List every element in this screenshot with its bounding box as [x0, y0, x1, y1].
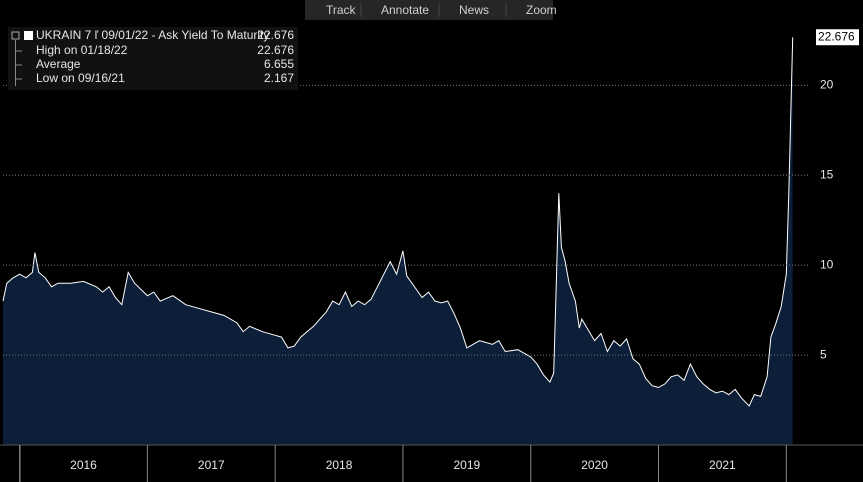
x-tick-label: 2019 — [453, 458, 480, 472]
legend-box — [8, 27, 298, 90]
x-tick-label: 2020 — [581, 458, 608, 472]
toolbar-bg — [305, 0, 553, 20]
x-tick-label: 2017 — [198, 458, 225, 472]
toolbar-button[interactable]: News — [459, 3, 489, 17]
stat-label: High on 01/18/22 — [36, 43, 128, 57]
legend-value: 22.676 — [257, 28, 294, 42]
toolbar-button[interactable]: Annotate — [381, 3, 429, 17]
area — [3, 37, 793, 445]
last-value-box — [816, 29, 859, 46]
stat-value: 22.676 — [257, 43, 294, 57]
y-tick-label: 10 — [820, 257, 834, 271]
legend-name: UKRAIN 7 ľ 09/01/22 - Ask Yield To Matur… — [36, 28, 269, 42]
last-value-label: 22.676 — [818, 29, 855, 43]
legend-toggle — [11, 31, 20, 40]
plot — [2, 37, 794, 445]
y-tick-label: 15 — [820, 167, 834, 181]
axes: 5 10 15 20 2016 2017 2018 2019 2020 2021 22.676 — [0, 29, 863, 482]
y-tick-label: 20 — [820, 78, 834, 92]
x-tick-label: 2018 — [326, 458, 353, 472]
stat-label: Average — [36, 57, 81, 71]
line — [2, 37, 794, 407]
x-axis-bar — [0, 445, 863, 482]
toolbar-button[interactable]: Track — [326, 3, 357, 17]
legend-swatch — [24, 31, 33, 40]
toolbar: Track Annotate News Zoom — [305, 0, 557, 20]
x-tick-label: 2016 — [70, 458, 97, 472]
x-tick-label: 2021 — [709, 458, 736, 472]
stat-label: Low on 09/16/21 — [36, 71, 125, 85]
stat-value: 6.655 — [264, 57, 294, 71]
legend: UKRAIN 7 ľ 09/01/22 - Ask Yield To Matur… — [8, 27, 298, 90]
y-tick-label: 5 — [820, 347, 827, 361]
toolbar-button[interactable]: Zoom — [526, 3, 557, 17]
stat-value: 2.167 — [264, 71, 294, 85]
